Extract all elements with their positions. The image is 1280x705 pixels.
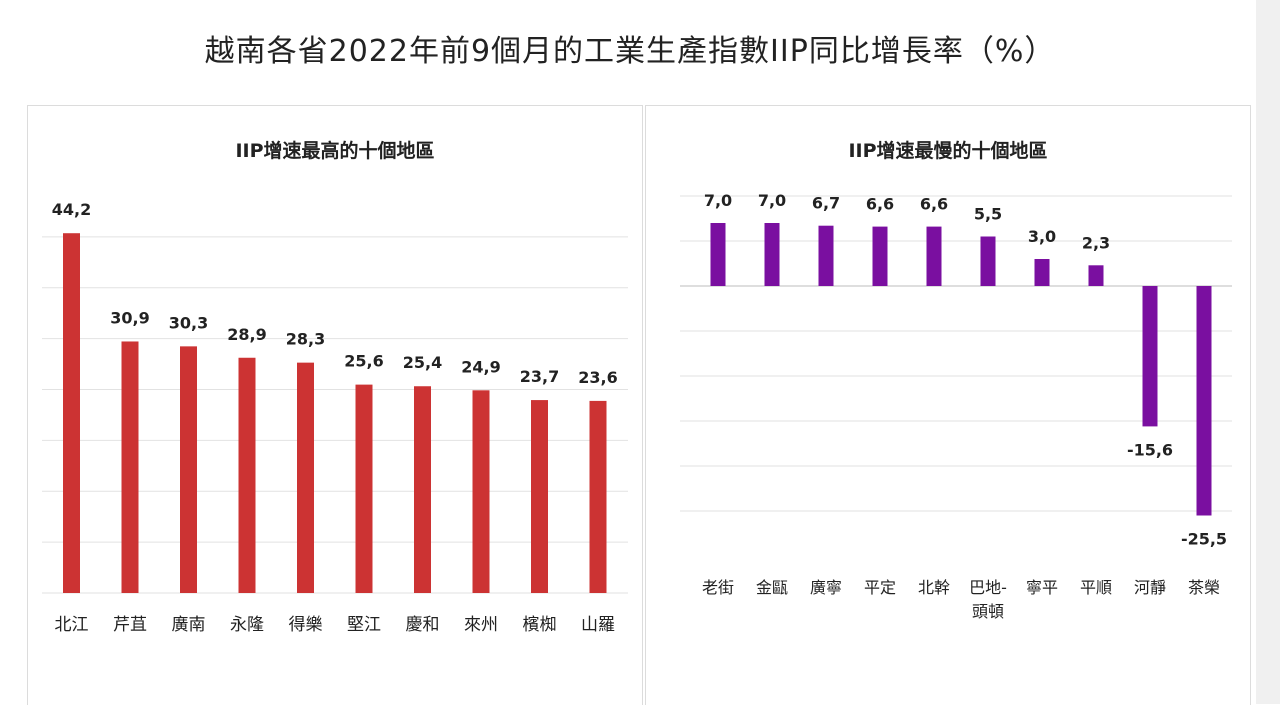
category-label: 河靜 bbox=[1134, 578, 1166, 597]
category-label: 平順 bbox=[1080, 578, 1112, 597]
category-label: 山羅 bbox=[581, 615, 615, 635]
data-label: 28,9 bbox=[227, 325, 266, 344]
bar bbox=[63, 233, 80, 593]
bar bbox=[414, 386, 431, 593]
bar bbox=[980, 236, 996, 286]
data-label: 23,7 bbox=[520, 367, 559, 386]
data-label: 28,3 bbox=[286, 330, 325, 349]
data-label: 5,5 bbox=[974, 205, 1002, 224]
bar bbox=[872, 226, 888, 286]
bottom-ten-chart-title: IIP增速最慢的十個地區 bbox=[848, 140, 1048, 162]
category-label: 茶榮 bbox=[1188, 578, 1220, 597]
bar bbox=[238, 357, 256, 593]
bar bbox=[180, 346, 197, 593]
data-label: 25,4 bbox=[403, 353, 442, 372]
bar bbox=[1034, 259, 1050, 286]
category-label: 得樂 bbox=[289, 615, 323, 635]
bar bbox=[1142, 286, 1158, 427]
data-label: 23,6 bbox=[578, 368, 617, 387]
bar bbox=[355, 384, 373, 593]
data-label: 7,0 bbox=[704, 191, 732, 210]
bar bbox=[926, 226, 942, 286]
top-ten-panel: IIP增速最高的十個地區 44,2 北江 30,9 芹苴 30,3 廣南 28,9 永隆 28,… bbox=[27, 105, 643, 705]
category-label: 巴地- bbox=[969, 578, 1007, 597]
data-label: 6,6 bbox=[920, 195, 948, 214]
category-label: 平定 bbox=[864, 578, 896, 597]
category-label: 廣南 bbox=[172, 615, 206, 635]
data-label: 3,0 bbox=[1028, 227, 1056, 246]
data-label: 2,3 bbox=[1082, 233, 1110, 252]
category-label: 北江 bbox=[55, 615, 89, 635]
category-label: 老街 bbox=[702, 578, 734, 597]
top-ten-bar-chart: 44,2 北江 30,9 芹苴 30,3 廣南 28,9 永隆 28,3 得樂 25,6 堅江 25,4… bbox=[42, 200, 628, 635]
page-edge bbox=[1256, 0, 1280, 704]
bar bbox=[589, 400, 607, 593]
bar bbox=[121, 341, 139, 593]
data-label: 25,6 bbox=[344, 352, 383, 371]
data-label: 24,9 bbox=[461, 357, 500, 376]
category-label: 慶和 bbox=[406, 615, 440, 635]
bottom-ten-bar-chart: 7,0 老街 7,0 金甌 6,7 廣寧 6,6 平定 6,6 北幹 5,5 巴地- 頭頓 3,0 寧平 2,… bbox=[680, 191, 1232, 621]
category-label: 堅江 bbox=[347, 615, 381, 635]
category-label: 廣寧 bbox=[810, 578, 842, 597]
top-ten-chart-title: IIP增速最高的十個地區 bbox=[235, 140, 435, 162]
data-label: -25,5 bbox=[1181, 530, 1227, 549]
data-label: 6,6 bbox=[866, 195, 894, 214]
category-label: 頭頓 bbox=[972, 602, 1004, 621]
bar bbox=[297, 362, 314, 593]
category-label: 芹苴 bbox=[113, 615, 147, 635]
bar bbox=[818, 225, 834, 286]
data-label: 7,0 bbox=[758, 191, 786, 210]
category-label: 金甌 bbox=[756, 578, 788, 597]
category-label: 北幹 bbox=[918, 578, 950, 597]
data-label: 44,2 bbox=[52, 200, 91, 219]
data-label: 30,3 bbox=[169, 313, 208, 332]
data-label: -15,6 bbox=[1127, 440, 1173, 459]
bar bbox=[531, 400, 548, 593]
category-label: 來州 bbox=[464, 615, 498, 635]
data-label: 6,7 bbox=[812, 194, 840, 213]
category-label: 寧平 bbox=[1026, 578, 1058, 597]
bottom-ten-panel: IIP增速最慢的十個地區 7,0 老街 7,0 金甌 6,7 廣寧 6,6 平定 6,6 北幹 5,… bbox=[645, 105, 1251, 705]
bar bbox=[1196, 286, 1212, 516]
category-label: 檳椥 bbox=[523, 615, 557, 635]
bar bbox=[764, 223, 780, 286]
data-label: 30,9 bbox=[110, 308, 149, 327]
bar bbox=[472, 390, 490, 593]
bar bbox=[1088, 265, 1104, 286]
category-label: 永隆 bbox=[230, 615, 264, 635]
bar bbox=[710, 223, 726, 286]
chart-main-title: 越南各省2022年前9個月的工業生產指數IIP同比增長率（%） bbox=[204, 34, 1056, 69]
